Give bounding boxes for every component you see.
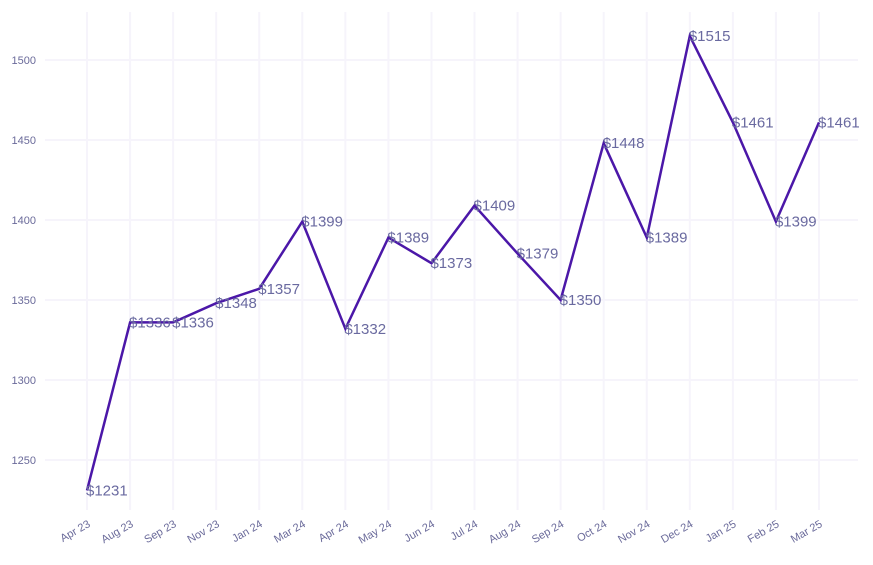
grid: [45, 12, 858, 510]
x-tick-label: Sep 23: [142, 518, 178, 546]
data-label: $1448: [603, 135, 645, 152]
data-label: $1399: [775, 214, 817, 231]
x-tick-label: Nov 24: [616, 518, 652, 546]
x-tick-label: Jan 24: [230, 518, 265, 545]
y-tick-label: 1450: [12, 135, 36, 147]
data-label: $1461: [818, 114, 860, 131]
data-label: $1461: [732, 114, 774, 131]
x-tick-label: Jun 24: [402, 518, 437, 545]
data-label: $1373: [430, 255, 472, 272]
y-tick-label: 1400: [12, 215, 36, 227]
data-label: $1357: [258, 281, 300, 298]
x-tick-label: Oct 24: [575, 518, 609, 545]
x-tick-label: Mar 24: [272, 518, 308, 546]
x-tick-label: Apr 24: [317, 518, 351, 545]
data-label: $1348: [215, 295, 257, 312]
data-label: $1399: [301, 214, 343, 231]
data-label: $1389: [387, 230, 429, 247]
y-tick-label: 1250: [12, 455, 36, 467]
x-tick-label: May 24: [357, 518, 394, 546]
data-label: $1389: [646, 230, 688, 247]
x-tick-label: Nov 23: [185, 518, 221, 546]
x-tick-label: Dec 24: [659, 518, 695, 546]
x-tick-label: Jan 25: [704, 518, 739, 545]
x-tick-label: Aug 23: [99, 518, 135, 546]
y-tick-label: 1350: [12, 295, 36, 307]
data-label: $1409: [474, 198, 516, 215]
data-label: $1350: [560, 292, 602, 309]
x-axis-ticks: Apr 23 Aug 23 Sep 23 Nov 23 Jan 24 Mar 24 Apr …: [58, 518, 824, 546]
y-tick-label: 1500: [12, 55, 36, 67]
x-tick-label: Mar 25: [789, 518, 825, 546]
data-label: $1336: [129, 314, 171, 331]
series-line: [85, 32, 821, 491]
data-label: $1231: [86, 482, 128, 499]
x-tick-label: Jul 24: [449, 518, 480, 543]
x-tick-label: Aug 24: [487, 518, 523, 546]
data-label: $1379: [517, 246, 559, 263]
y-axis-ticks: 1250 1300 1350 1400 1450 1500: [12, 55, 36, 467]
x-tick-label: Sep 24: [530, 518, 566, 546]
data-label: $1332: [344, 321, 386, 338]
y-tick-label: 1300: [12, 375, 36, 387]
data-label: $1515: [689, 28, 731, 45]
data-labels: $1231$1336 $1336$1348$1357$1399$1332$1389…: [86, 28, 860, 499]
data-label: $1336: [172, 314, 214, 331]
x-tick-label: Feb 25: [746, 518, 782, 546]
x-tick-label: Apr 23: [58, 518, 92, 545]
